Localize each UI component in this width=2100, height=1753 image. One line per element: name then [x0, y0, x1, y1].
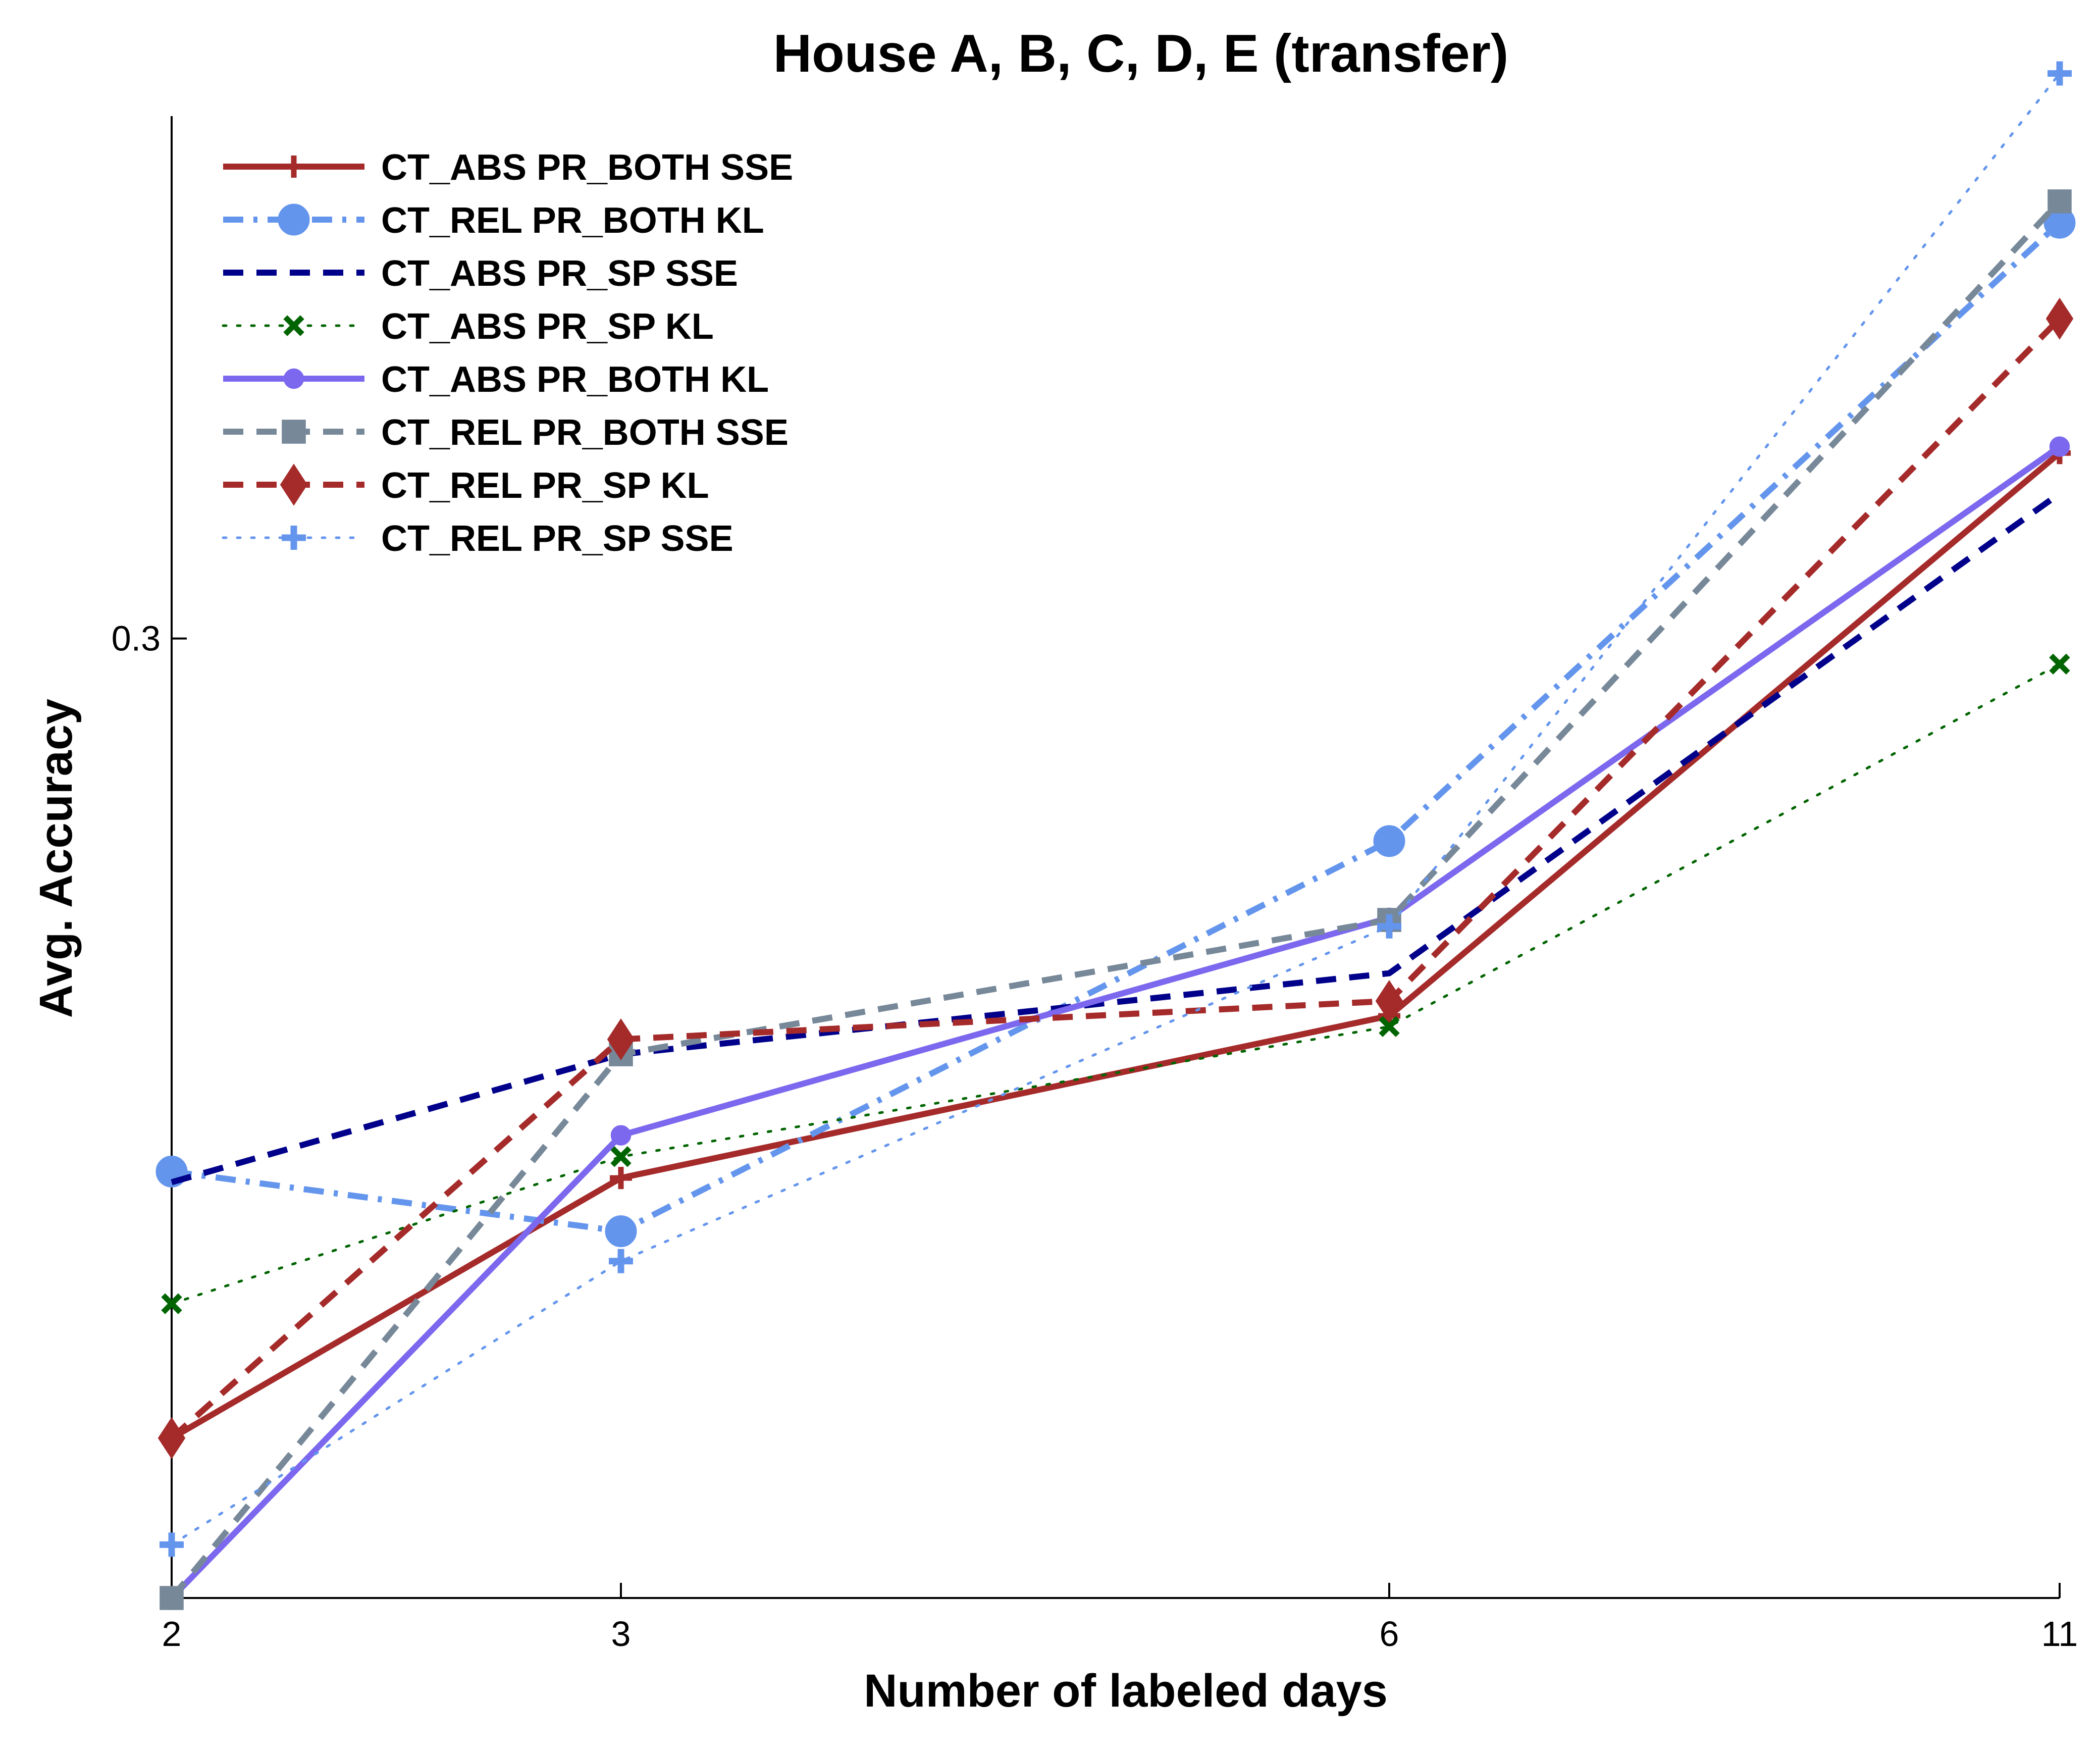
legend-label: CT_ABS PR_BOTH SSE	[381, 147, 793, 188]
series-7-line	[170, 316, 2062, 1440]
legend-swatch-marker	[283, 156, 305, 178]
legend-swatch-marker	[283, 368, 304, 389]
x-tick-label-2: 2	[162, 1614, 182, 1654]
series-6-point-1	[160, 1586, 184, 1610]
legend-label: CT_ABS PR_SP KL	[381, 306, 714, 347]
series-7-point-3	[1375, 979, 1403, 1022]
series-1	[161, 442, 2071, 1450]
legend-swatch-marker	[280, 463, 308, 506]
chart-title: House A, B, C, D, E (transfer)	[773, 24, 1509, 83]
series-2	[155, 207, 2076, 1248]
legend-label: CT_REL PR_SP SSE	[381, 519, 733, 559]
series-2-line	[171, 220, 2062, 1234]
series-2-point-2	[605, 1215, 637, 1248]
series-6-line	[169, 199, 2062, 1600]
legend-label: CT_REL PR_SP KL	[381, 466, 709, 506]
series-8	[160, 61, 2072, 1557]
x-tick-label-11: 11	[2041, 1614, 2078, 1654]
legend-swatch-marker	[278, 203, 310, 236]
series-8-point-4	[2048, 61, 2072, 86]
x-axis-ticks: 2 3 6 11	[162, 1583, 2078, 1654]
series-2-point-3	[1373, 825, 1405, 857]
series-4-line	[170, 662, 2061, 1305]
legend-entry-2: CT_REL PR_BOTH KL	[223, 200, 764, 241]
legend-entry-3: CT_ABS PR_SP SSE	[223, 253, 738, 294]
series-7-point-2	[607, 1018, 635, 1061]
y-axis-ticks: 0.3	[112, 619, 187, 658]
legend-swatch-marker	[282, 420, 306, 444]
legend-entry-1: CT_ABS PR_BOTH SSE	[223, 147, 793, 188]
series-7-point-4	[2045, 297, 2074, 340]
legend-label: CT_REL PR_BOTH KL	[381, 200, 764, 241]
x-tick-label-6: 6	[1380, 1614, 1399, 1654]
y-axis-label: Avg. Accuracy	[30, 699, 82, 1018]
legend-label: CT_ABS PR_BOTH KL	[381, 359, 769, 400]
series-7	[158, 297, 2074, 1459]
legend-entry-7: CT_REL PR_SP KL	[223, 463, 709, 506]
legend: CT_ABS PR_BOTH SSE CT_REL PR_BOTH KL CT_AB…	[222, 147, 793, 559]
x-axis-label: Number of labeled days	[864, 1665, 1388, 1717]
legend-label: CT_ABS PR_SP SSE	[381, 253, 738, 294]
series-4-point-1	[161, 1293, 182, 1314]
series-4-point-3	[1379, 1016, 1400, 1037]
legend-entry-5: CT_ABS PR_BOTH KL	[223, 359, 769, 400]
series-5	[161, 436, 2070, 1609]
y-tick-label-0.3: 0.3	[112, 619, 161, 658]
series-6-point-4	[2048, 189, 2072, 214]
legend-entry-8: CT_REL PR_SP SSE	[222, 519, 733, 559]
series-8-line	[170, 72, 2061, 1546]
series-4-point-4	[2049, 653, 2070, 675]
legend-label: CT_REL PR_BOTH SSE	[381, 413, 789, 453]
series-8-point-1	[160, 1532, 184, 1557]
series-layer	[155, 61, 2076, 1610]
series-5-point-2	[610, 1125, 632, 1146]
series-3-line	[171, 491, 2062, 1185]
series-8-point-2	[609, 1249, 633, 1273]
series-4	[161, 653, 2070, 1314]
series-8-point-3	[1377, 914, 1401, 939]
series-1-line	[170, 450, 2062, 1441]
legend-swatch-marker	[282, 526, 306, 550]
series-5-point-4	[2049, 436, 2070, 457]
series-7-point-1	[158, 1417, 186, 1459]
x-tick-label-3: 3	[611, 1614, 631, 1654]
legend-entry-4: CT_ABS PR_SP KL	[222, 306, 714, 347]
series-1-point-2	[610, 1167, 632, 1190]
series-5-line	[169, 444, 2062, 1601]
legend-entry-6: CT_REL PR_BOTH SSE	[223, 413, 789, 453]
series-4-point-2	[610, 1146, 632, 1167]
series-6	[160, 189, 2072, 1610]
series-3	[171, 491, 2062, 1185]
legend-swatch-marker	[283, 315, 304, 336]
